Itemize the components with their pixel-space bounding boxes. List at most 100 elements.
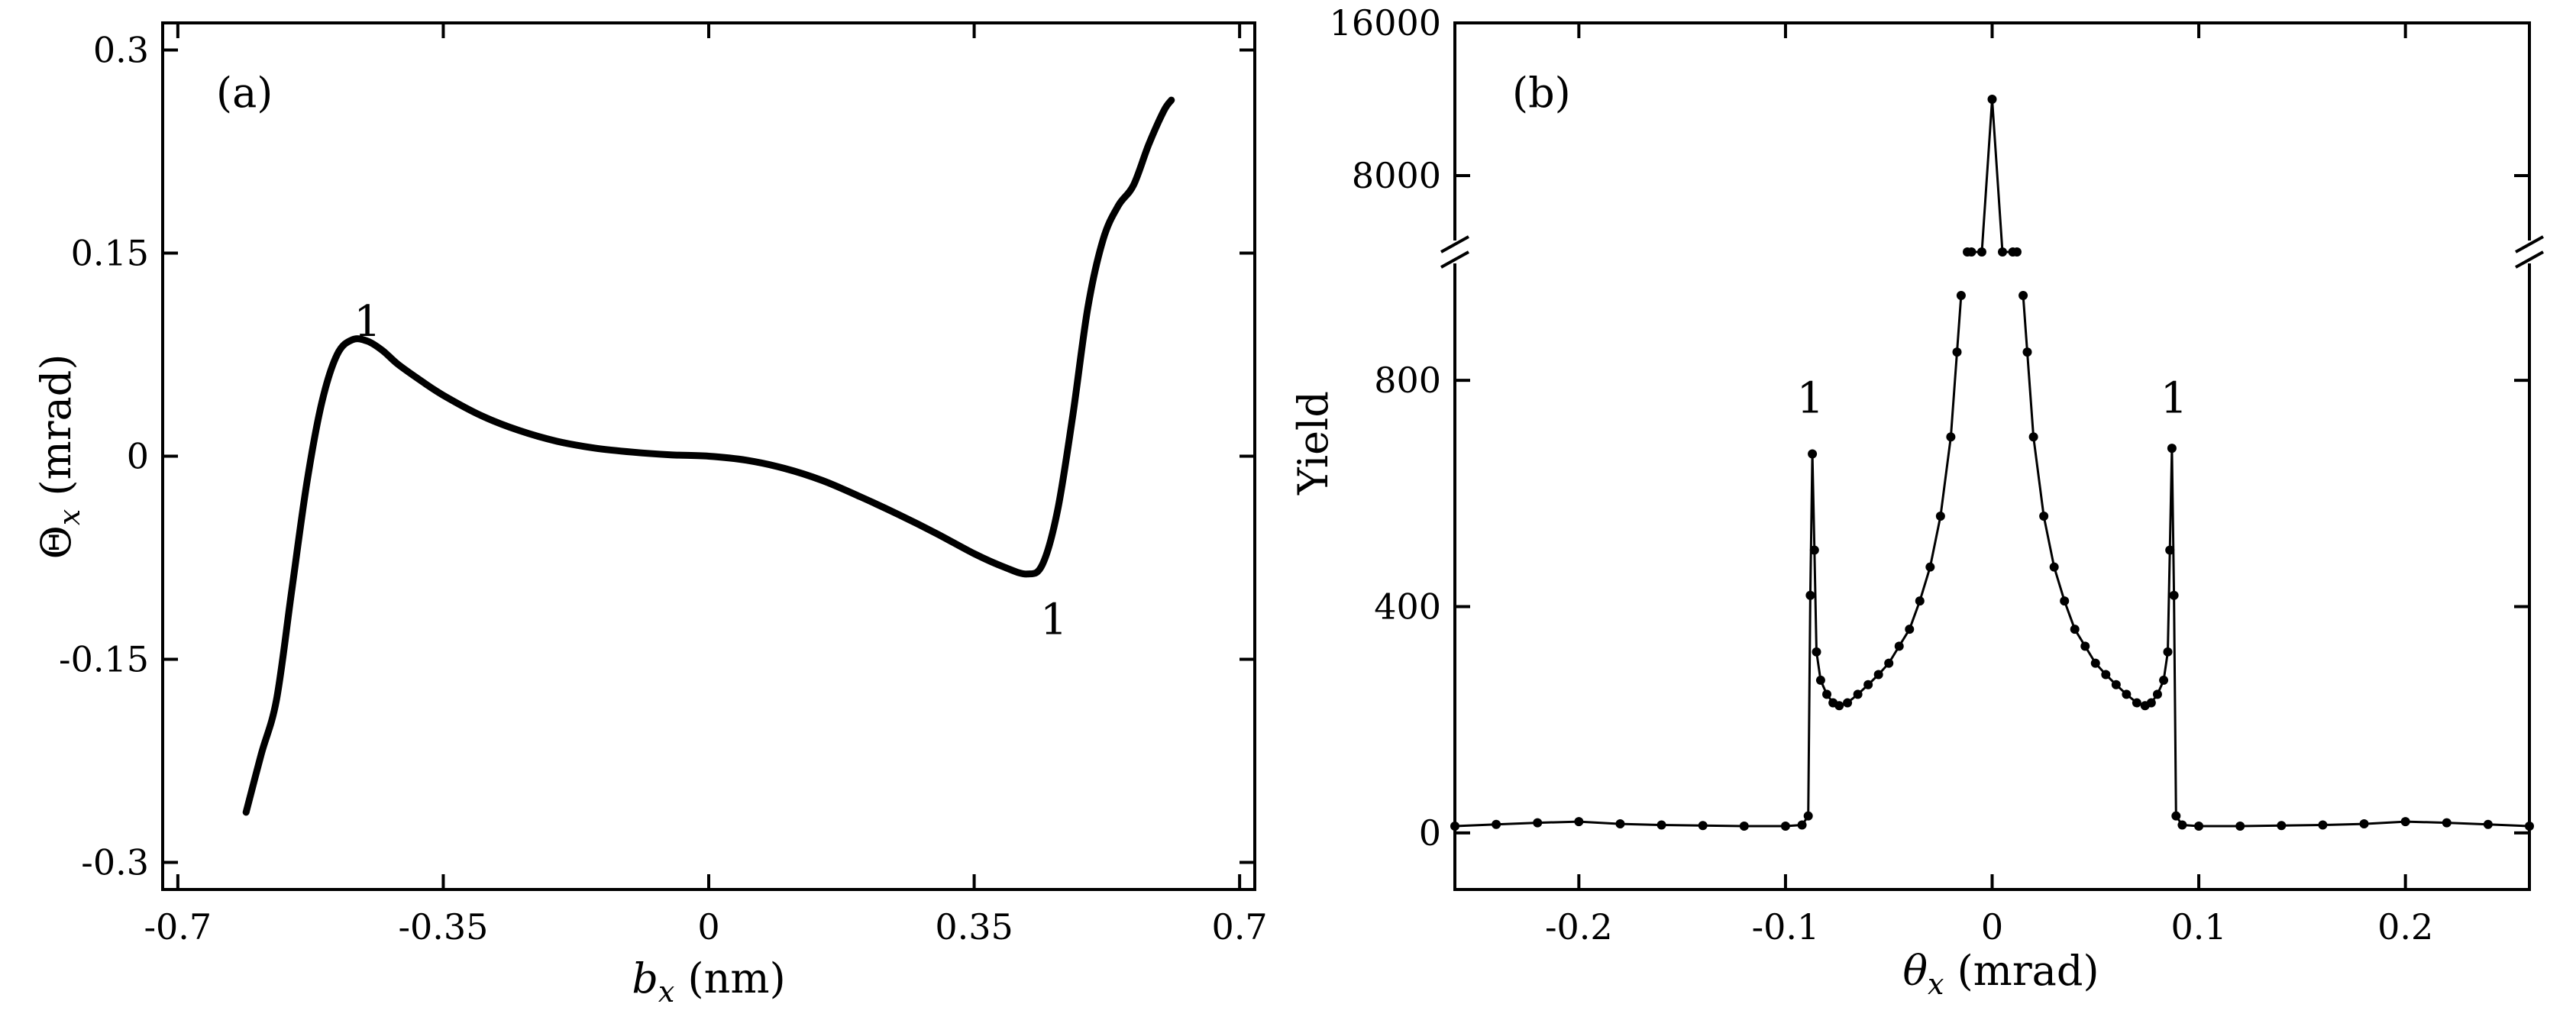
panel-a-label: (a) bbox=[216, 69, 273, 117]
panel-b-series-line-lower bbox=[1454, 295, 2530, 828]
panel-b-data-point bbox=[2152, 689, 2162, 699]
panel-a-annotation-1-left: 1 bbox=[354, 297, 381, 347]
panel-b-data-point bbox=[1615, 819, 1625, 829]
panel-b-data-point bbox=[1935, 512, 1945, 521]
panel-b-data-point bbox=[2080, 641, 2090, 651]
panel-b-data-point bbox=[1492, 819, 1501, 829]
panel-b-series-line-upper bbox=[1967, 98, 2017, 253]
panel-a-y-tick-label: -0.3 bbox=[81, 842, 149, 883]
panel-b-data-point bbox=[2101, 670, 2111, 680]
panel-b-x-tick-labels: -0.2 -0.1 0 0.1 0.2 bbox=[1545, 906, 2433, 948]
panel-b-data-point bbox=[2483, 819, 2493, 829]
panel-b-data-point bbox=[1894, 641, 1904, 651]
panel-b-data-point bbox=[2163, 647, 2173, 657]
panel-b-frame bbox=[1453, 21, 2531, 891]
panel-b-data-point bbox=[2194, 822, 2204, 831]
panel-a-y-tick-label: 0.15 bbox=[71, 232, 149, 273]
panel-a-y-tick-label: 0 bbox=[127, 436, 149, 477]
panel-a-x-tick-label: -0.7 bbox=[144, 906, 212, 948]
panel-b-data-point bbox=[1803, 811, 1813, 821]
panel-b-annotation-1-left: 1 bbox=[1797, 373, 1825, 423]
panel-b-data-point bbox=[2171, 811, 2181, 821]
panel-b-data-point bbox=[2442, 818, 2452, 828]
panel-b-y-tick-label: 800 bbox=[1374, 360, 1441, 401]
panel-b-data-point bbox=[1808, 449, 1818, 459]
panel-b-data-point bbox=[1815, 675, 1825, 685]
panel-b-y-tick-labels: 0 400 800 8000 16000 bbox=[1330, 2, 1441, 854]
panel-b-y-tick-label: 0 bbox=[1419, 812, 1441, 854]
panel-a-y-tick-label: -0.15 bbox=[59, 639, 149, 680]
panel-b-data-point bbox=[1450, 822, 1459, 831]
panel-b-data-point bbox=[1739, 822, 1749, 831]
panel-b-data-point bbox=[1853, 689, 1863, 699]
panel-b-y-tick-label: 400 bbox=[1374, 586, 1441, 628]
panel-a-x-tick-label: 0 bbox=[697, 906, 719, 948]
panel-b-data-point bbox=[1967, 247, 1976, 257]
panel-b-x-axis-title: θx (mrad) bbox=[1902, 947, 2099, 1001]
panel-b-data-point bbox=[2090, 658, 2100, 668]
panel-b-data-point bbox=[1905, 625, 1915, 634]
panel-a-annotation-1-right: 1 bbox=[1040, 595, 1068, 644]
panel-b-data-point bbox=[1822, 689, 1832, 699]
panel-b-axis-break-left bbox=[1440, 235, 1469, 269]
panel-b-data-point bbox=[2235, 822, 2245, 831]
panel-b-data-point bbox=[2400, 817, 2410, 827]
panel-b-data-point bbox=[1656, 820, 1666, 830]
panel-b-series-points bbox=[1450, 95, 2534, 831]
panel-b-data-point bbox=[1698, 821, 1708, 831]
panel-a-series-line bbox=[242, 96, 1175, 816]
panel-b-data-point bbox=[1998, 247, 2008, 257]
panel-a-x-tick-labels: -0.7 -0.35 0 0.35 0.7 bbox=[144, 906, 1268, 948]
panel-b-axis-break-right bbox=[2515, 235, 2544, 269]
panel-b-data-point bbox=[1780, 822, 1790, 831]
panel-b-data-point bbox=[2525, 822, 2534, 831]
panel-b-data-point bbox=[1834, 701, 1844, 711]
panel-b-data-point bbox=[2049, 562, 2059, 572]
panel-b-data-point bbox=[1805, 590, 1815, 600]
panel-a-x-tick-label: -0.35 bbox=[398, 906, 488, 948]
panel-b-data-point bbox=[2159, 675, 2169, 685]
panel-a-x-tick-label: 0.7 bbox=[1212, 906, 1268, 948]
panel-b-data-point bbox=[1574, 817, 1584, 827]
panel-b-data-point bbox=[1809, 545, 1819, 555]
panel-b-data-point bbox=[1797, 820, 1807, 830]
panel-b-data-point bbox=[1952, 347, 1962, 357]
panel-b-data-point bbox=[2167, 444, 2177, 454]
panel-b-x-tick-label: 0 bbox=[1981, 906, 2003, 948]
panel-b-data-point bbox=[1987, 95, 1997, 104]
panel-b-x-tick-label: 0.1 bbox=[2170, 906, 2226, 948]
panel-a-y-tick-labels: -0.3 -0.15 0 0.15 0.3 bbox=[59, 29, 149, 883]
panel-b: -0.2 -0.1 0 0.1 0.2 0 400 800 8000 16000 (b) 1 1… bbox=[1289, 2, 2544, 1001]
panel-b-y-tick-label: 8000 bbox=[1352, 155, 1441, 196]
panel-b-data-point bbox=[1533, 818, 1543, 828]
panel-b-data-point bbox=[2277, 821, 2287, 831]
panel-b-data-point bbox=[1915, 596, 1925, 606]
panel-b-x-tick-label: -0.2 bbox=[1545, 906, 1613, 948]
panel-a-x-tick-label: 0.35 bbox=[935, 906, 1013, 948]
panel-b-x-tick-label: 0.2 bbox=[2377, 906, 2433, 948]
panel-b-data-point bbox=[2177, 820, 2187, 830]
panel-b-data-point bbox=[1925, 562, 1935, 572]
panel-b-data-point bbox=[1843, 698, 1853, 708]
panel-b-data-point bbox=[1873, 670, 1883, 680]
panel-b-data-point bbox=[2146, 698, 2156, 708]
panel-b-ticks bbox=[1455, 21, 2529, 889]
panel-b-data-point bbox=[2111, 680, 2121, 689]
panel-a-ticks bbox=[163, 23, 1255, 889]
panel-b-data-point bbox=[2018, 291, 2028, 301]
panel-b-data-point bbox=[1956, 291, 1966, 301]
panel-b-data-point bbox=[2070, 625, 2080, 634]
panel-b-data-point bbox=[2132, 698, 2141, 708]
panel-b-data-point bbox=[2012, 247, 2022, 257]
panel-b-label: (b) bbox=[1512, 69, 1571, 117]
panel-b-y-tick-label: 16000 bbox=[1330, 2, 1441, 44]
panel-a-y-tick-label: 0.3 bbox=[93, 29, 149, 70]
panel-b-data-point bbox=[2028, 432, 2038, 442]
panel-b-data-point bbox=[1976, 247, 1986, 257]
panel-b-data-point bbox=[1884, 658, 1894, 668]
panel-b-data-point bbox=[2169, 590, 2179, 600]
panel-b-annotation-1-right: 1 bbox=[2161, 373, 2188, 423]
panel-b-data-point bbox=[2060, 596, 2070, 606]
panel-b-x-tick-label: -0.1 bbox=[1752, 906, 1820, 948]
